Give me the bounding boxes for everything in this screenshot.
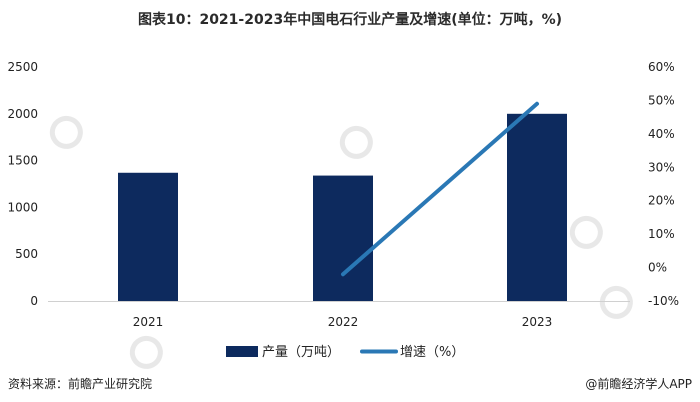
watermark-logo <box>569 215 603 249</box>
right-axis-tick-label: 30% <box>648 160 675 174</box>
left-axis-tick-label: 1500 <box>7 154 38 168</box>
watermark-logo <box>129 335 163 369</box>
x-axis-tick-label: 2022 <box>328 315 359 329</box>
x-axis: 2021 2022 2023 <box>133 315 553 329</box>
bar-series <box>118 113 567 301</box>
watermark-logo-mark <box>569 215 603 249</box>
watermark-layer <box>49 115 633 369</box>
right-axis-tick-label: 10% <box>648 227 675 241</box>
x-axis-tick-label: 2021 <box>133 315 164 329</box>
right-axis-tick-label: 0% <box>648 261 667 275</box>
left-axis-tick-label: 2000 <box>7 107 38 121</box>
x-axis-tick-label: 2023 <box>522 315 553 329</box>
watermark-logo <box>49 115 83 149</box>
bar-production-2021 <box>118 172 178 301</box>
left-axis-tick-label: 1000 <box>7 200 38 214</box>
right-axis-tick-label: 50% <box>648 93 675 107</box>
source-note: 资料来源：前瞻产业研究院 <box>8 376 152 391</box>
right-axis-tick-label: 60% <box>648 60 675 74</box>
watermark-logo-mark <box>339 125 373 159</box>
growth-rate-line <box>341 101 539 277</box>
legend: 产量（万吨） 增速（%） <box>226 345 464 360</box>
chart-title: 图表10：2021-2023年中国电石行业产量及增速(单位：万吨，%) <box>138 11 562 28</box>
watermark-logo-mark <box>599 285 633 319</box>
watermark-logo-mark <box>129 335 163 369</box>
line-series <box>341 101 539 277</box>
left-axis-tick-label: 0 <box>30 294 38 308</box>
bar-production-2022 <box>313 175 373 301</box>
right-axis-tick-label: 20% <box>648 194 675 208</box>
legend-swatch-production <box>226 346 258 357</box>
right-axis-tick-label: -10% <box>648 294 679 308</box>
left-y-axis: 0 500 1000 1500 2000 2500 <box>7 60 38 308</box>
legend-label-growth: 增速（%） <box>400 345 464 360</box>
right-y-axis: -10% 0% 10% 20% 30% 40% 50% 60% <box>648 60 679 308</box>
watermark-logo <box>599 285 633 319</box>
watermark-logo <box>339 125 373 159</box>
left-axis-tick-label: 500 <box>15 247 38 261</box>
bar-production-2023 <box>507 113 567 301</box>
credit-note: @前瞻经济学人APP <box>585 376 692 391</box>
left-axis-tick-label: 2500 <box>7 60 38 74</box>
watermark-logo-mark <box>49 115 83 149</box>
right-axis-tick-label: 40% <box>648 127 675 141</box>
legend-label-production: 产量（万吨） <box>262 345 340 360</box>
